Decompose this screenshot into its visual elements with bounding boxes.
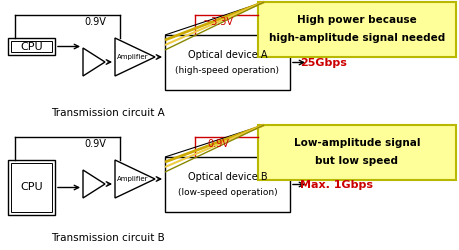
Text: Max. 1Gbps: Max. 1Gbps <box>299 180 372 190</box>
Text: ~3.3V: ~3.3V <box>202 17 233 27</box>
Text: CPU: CPU <box>20 182 43 192</box>
Text: but low speed: but low speed <box>315 156 397 166</box>
Bar <box>165 157 289 212</box>
Text: 0.9V: 0.9V <box>84 139 106 149</box>
Text: 0.9V: 0.9V <box>84 17 106 27</box>
Text: Low-amplitude signal: Low-amplitude signal <box>293 138 420 147</box>
Text: CPU: CPU <box>20 42 43 51</box>
Text: Transmission circuit A: Transmission circuit A <box>51 108 164 118</box>
Bar <box>257 125 455 180</box>
Text: (high-speed operation): (high-speed operation) <box>175 66 279 75</box>
Bar <box>257 2 455 57</box>
Bar <box>165 35 289 90</box>
Text: high-amplitude signal needed: high-amplitude signal needed <box>269 32 444 42</box>
Polygon shape <box>83 48 105 76</box>
Polygon shape <box>115 160 155 198</box>
Text: (low-speed operation): (low-speed operation) <box>177 188 277 197</box>
Text: Transmission circuit B: Transmission circuit B <box>51 233 164 243</box>
Text: Optical device A: Optical device A <box>187 50 267 59</box>
Polygon shape <box>115 38 155 76</box>
Text: High power because: High power because <box>297 14 416 24</box>
Polygon shape <box>83 170 105 198</box>
Text: Amplifier: Amplifier <box>117 176 148 182</box>
Bar <box>11 163 52 212</box>
Text: Amplifier: Amplifier <box>117 54 148 60</box>
Bar <box>11 41 52 52</box>
Bar <box>8 160 55 215</box>
Bar <box>8 38 55 55</box>
Text: 25Gbps: 25Gbps <box>299 58 346 68</box>
Text: 0.9V: 0.9V <box>207 139 229 149</box>
Text: Optical device B: Optical device B <box>187 172 267 181</box>
